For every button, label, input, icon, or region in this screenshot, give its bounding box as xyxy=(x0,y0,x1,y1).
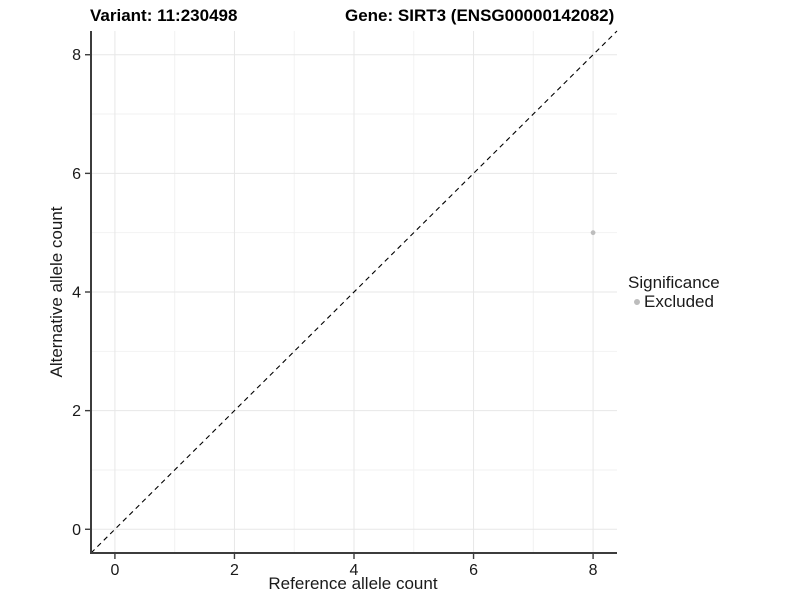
legend-title: Significance xyxy=(628,273,720,292)
x-tick-label: 0 xyxy=(110,562,119,579)
legend-item-excluded: Excluded xyxy=(628,292,720,311)
y-tick-label: 2 xyxy=(72,403,81,420)
y-axis-title: Alternative allele count xyxy=(47,206,66,378)
y-tick-label: 8 xyxy=(72,47,81,64)
y-tick-label: 4 xyxy=(72,285,81,302)
data-point xyxy=(590,230,596,236)
x-tick-label: 2 xyxy=(230,562,239,579)
identity-line xyxy=(90,30,618,554)
significance-legend: Significance Excluded xyxy=(628,273,720,311)
x-tick-label: 8 xyxy=(589,562,598,579)
legend-item-label: Excluded xyxy=(644,292,714,311)
x-tick-label: 6 xyxy=(469,562,478,579)
y-tick-label: 0 xyxy=(72,522,81,539)
data-points xyxy=(590,230,596,236)
grid-major xyxy=(91,31,617,553)
x-tick-label: 4 xyxy=(350,562,359,579)
plot-title-gene: Gene: SIRT3 (ENSG00000142082) xyxy=(345,6,615,25)
plot-title-row: Variant: 11:230498 Gene: SIRT3 (ENSG0000… xyxy=(0,6,800,28)
y-tick-label: 6 xyxy=(72,166,81,183)
tick-marks: 0 2 4 6 8 0 2 4 6 8 xyxy=(72,47,598,579)
x-axis-title: Reference allele count xyxy=(268,574,438,593)
plot-title-variant: Variant: 11:230498 xyxy=(90,6,238,25)
excluded-point-icon xyxy=(634,298,640,305)
axes xyxy=(90,31,617,554)
